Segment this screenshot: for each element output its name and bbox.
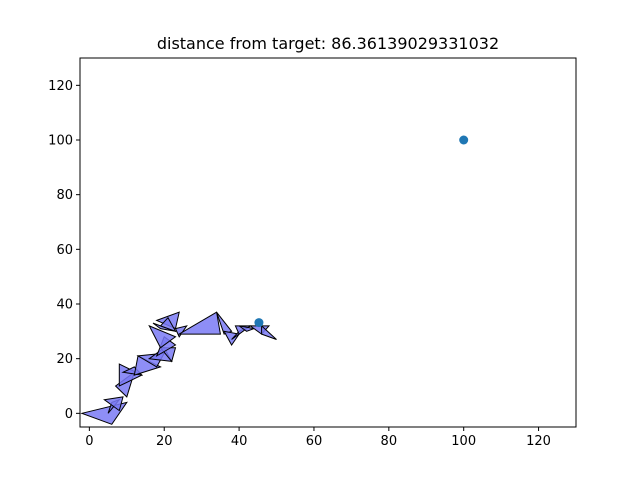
current-point: [254, 318, 264, 328]
x-tick-label: 40: [231, 434, 248, 449]
x-tick-label: 80: [381, 434, 398, 449]
x-tick-label: 100: [451, 434, 476, 449]
y-tick-label: 100: [48, 134, 73, 149]
y-tick-label: 80: [56, 188, 73, 203]
triangle-14: [159, 316, 177, 333]
y-tick-label: 40: [56, 298, 73, 313]
x-tick-label: 120: [526, 434, 551, 449]
plot-frame: [79, 57, 577, 428]
x-tick-label: 60: [306, 434, 323, 449]
y-tick-label: 20: [56, 352, 73, 367]
y-tick-label: 60: [56, 243, 73, 258]
point-group: [254, 135, 469, 328]
triangle-16: [177, 311, 221, 335]
triangle-group: [80, 311, 277, 425]
x-tick-label: 0: [85, 434, 93, 449]
x-axis-ticks: 0 20 40 60 80 100 120: [85, 427, 551, 449]
triangle-2: [103, 396, 124, 412]
triangle-21: [238, 325, 257, 332]
y-tick-label: 120: [48, 79, 73, 94]
x-tick-label: 20: [156, 434, 173, 449]
triangle-11: [148, 324, 177, 349]
triangle-23: [261, 324, 277, 340]
y-axis-ticks: 0 20 40 60 80 100 120: [48, 79, 80, 422]
chart-title: distance from target: 86.36139029331032: [157, 34, 499, 53]
y-tick-label: 0: [65, 407, 73, 422]
target-point: [459, 135, 469, 145]
